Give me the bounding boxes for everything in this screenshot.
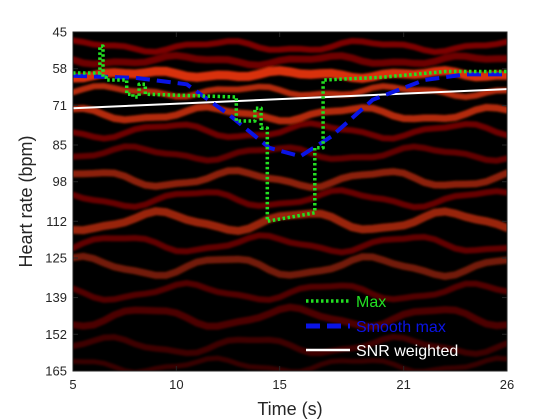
heatmap-band xyxy=(73,120,507,142)
y-tick-label: 71 xyxy=(53,98,67,113)
heatmap-band xyxy=(73,207,507,236)
x-tick-label: 10 xyxy=(169,377,183,392)
heatmap-bands xyxy=(73,37,507,371)
heatmap-band xyxy=(73,143,507,164)
x-tick-label: 26 xyxy=(500,377,514,392)
y-axis-ticks: 45 58 71 85 98 112 125 139 152 165 xyxy=(45,25,507,379)
heatmap-band xyxy=(73,252,507,280)
x-axis-ticks: 5 10 15 21 26 xyxy=(69,32,514,392)
y-tick-label: 98 xyxy=(53,174,67,189)
spectrogram-heatmap xyxy=(73,32,507,371)
legend: Max Smooth max SNR weighted xyxy=(306,294,458,360)
legend-snr-weighted-label: SNR weighted xyxy=(356,343,458,360)
heatmap-band xyxy=(73,37,507,56)
heatmap-band xyxy=(73,103,507,125)
y-axis-title: Heart rate (bpm) xyxy=(16,135,36,267)
series-snr-weighted-line xyxy=(73,88,507,110)
x-tick-label: 21 xyxy=(396,377,410,392)
heatmap-band xyxy=(73,187,507,211)
x-tick-label: 15 xyxy=(272,377,286,392)
x-axis-title: Time (s) xyxy=(257,399,322,419)
heatmap-band xyxy=(73,303,507,331)
heatmap-band xyxy=(73,51,507,69)
y-tick-label: 45 xyxy=(53,25,67,40)
series-layer xyxy=(73,44,507,224)
legend-max-label: Max xyxy=(356,294,386,311)
heatmap-band xyxy=(73,280,507,303)
y-tick-label: 112 xyxy=(46,214,67,229)
plot-frame xyxy=(72,31,508,372)
y-tick-label: 58 xyxy=(53,61,67,76)
y-tick-label: 165 xyxy=(45,364,67,379)
y-tick-label: 125 xyxy=(45,251,67,266)
y-tick-label: 139 xyxy=(45,290,67,305)
legend-smooth-max-label: Smooth max xyxy=(356,319,446,336)
heatmap-band xyxy=(73,333,507,357)
series-smooth-max-line xyxy=(73,72,507,159)
heatmap-band xyxy=(73,82,507,101)
heatmap-band xyxy=(73,232,507,256)
y-tick-label: 85 xyxy=(53,138,67,153)
x-tick-label: 5 xyxy=(69,377,76,392)
heatmap-band xyxy=(73,167,507,191)
y-tick-label: 152 xyxy=(45,327,67,342)
series-max-line xyxy=(73,44,507,224)
